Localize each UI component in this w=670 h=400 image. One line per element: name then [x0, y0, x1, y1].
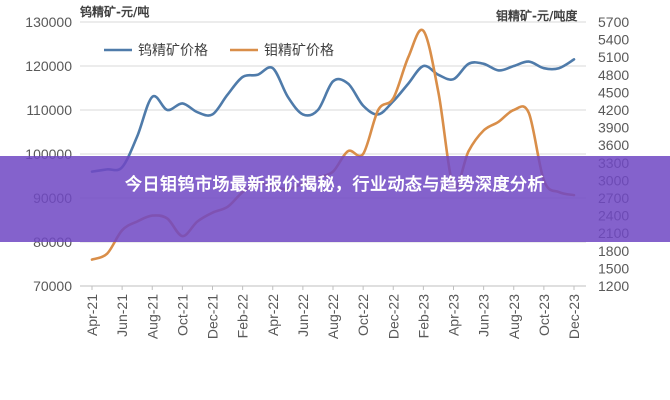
right-tick-label: 1500 — [598, 260, 629, 276]
x-tick-label: Dec-23 — [566, 294, 582, 339]
x-tick-label: Aug-23 — [506, 294, 522, 339]
right-tick-label: 4200 — [598, 102, 629, 118]
gridlines — [80, 21, 586, 287]
right-axis: 1200150018002100240027003000330036003900… — [598, 14, 629, 294]
legend-label-molybdenum: 钼精矿价格 — [264, 43, 334, 59]
x-tick-label: Aug-22 — [325, 294, 341, 339]
right-tick-label: 1200 — [598, 278, 629, 294]
right-tick-label: 5100 — [598, 49, 629, 65]
right-tick-label: 5700 — [598, 14, 629, 30]
x-tick-label: Jun-23 — [476, 294, 492, 337]
x-tick-label: Aug-21 — [144, 294, 160, 339]
x-axis: Apr-21 Jun-21 Aug-21 Oct-21 Dec-21 Feb-22 Apr-… — [80, 285, 586, 339]
left-axis: 700008000090000100000110000120000130000 — [25, 14, 72, 294]
x-tick-label: Apr-21 — [84, 294, 100, 336]
right-tick-label: 5400 — [598, 32, 629, 48]
x-tick-label: Oct-22 — [355, 294, 371, 336]
x-tick-label: Dec-22 — [385, 294, 401, 339]
right-tick-label: 3900 — [598, 120, 629, 136]
right-axis-title: 钼精矿-元/吨度 — [496, 8, 578, 23]
left-tick-label: 130000 — [25, 14, 72, 30]
series-line-tungsten — [90, 58, 576, 173]
x-tick-label: Apr-23 — [446, 294, 462, 336]
left-tick-label: 70000 — [33, 278, 72, 294]
right-tick-label: 4500 — [598, 84, 629, 100]
legend: 钨精矿价格 钼精矿价格 — [104, 43, 334, 59]
left-tick-label: 120000 — [25, 58, 72, 74]
x-tick-label: Dec-21 — [205, 294, 221, 339]
x-tick-label: Apr-22 — [265, 294, 281, 336]
left-tick-label: 110000 — [26, 102, 72, 118]
right-tick-label: 4800 — [598, 67, 629, 83]
right-tick-label: 1800 — [598, 243, 629, 259]
x-tick-label: Jun-21 — [114, 294, 130, 337]
legend-label-tungsten: 钨精矿价格 — [138, 43, 208, 59]
x-tick-label: Feb-23 — [415, 294, 431, 339]
x-tick-label: Oct-21 — [174, 294, 190, 336]
x-tick-label: Feb-22 — [235, 294, 251, 339]
axis-titles: 钨精矿-元/吨 钼精矿-元/吨度 — [80, 4, 578, 23]
right-tick-label: 3600 — [598, 137, 629, 153]
banner-title: 今日钼钨市场最新报价揭秘，行业动态与趋势深度分析 — [125, 175, 545, 195]
title-banner — [0, 156, 670, 242]
x-tick-label: Oct-23 — [536, 294, 552, 336]
x-tick-label: Jun-22 — [295, 294, 311, 337]
left-axis-title: 钨精矿-元/吨 — [80, 4, 149, 19]
